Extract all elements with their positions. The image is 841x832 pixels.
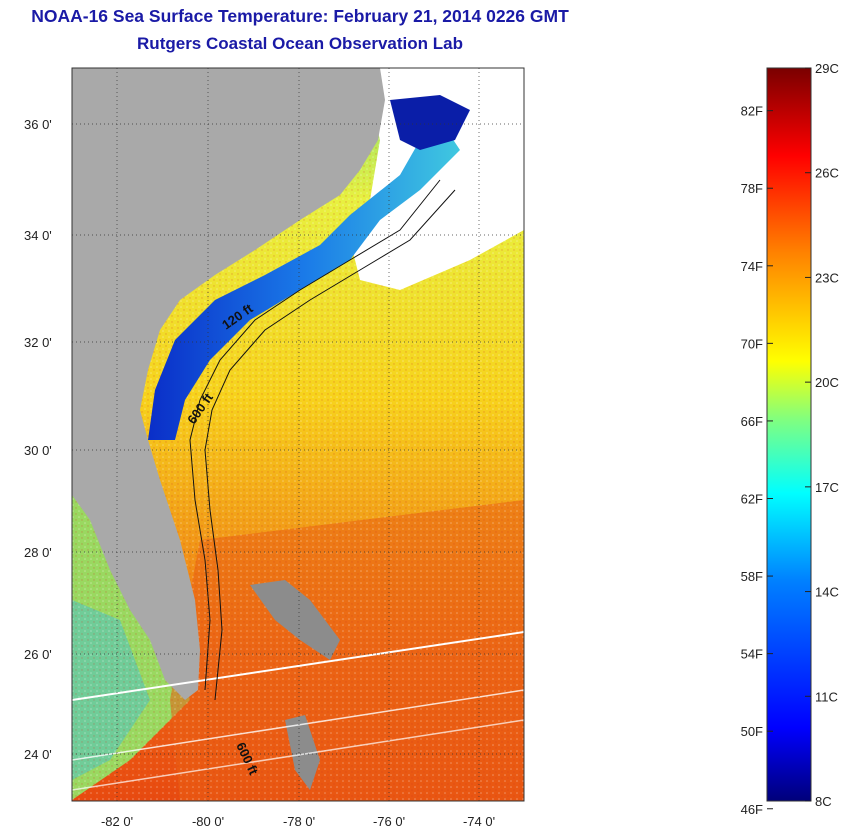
colorbar-fahrenheit-label: 66F [741,414,763,429]
colorbar-fahrenheit-label: 62F [741,491,763,506]
colorbar-fahrenheit-label: 58F [741,569,763,584]
pamlico-sound-cold [390,95,470,150]
isobath-600ft [204,189,456,701]
colorbar-celsius-label: 20C [815,375,839,390]
swath-gap [72,631,524,701]
land-bahamas-north [250,580,340,660]
land-southeast-us [72,68,385,700]
colorbar-fahrenheit-label: 50F [741,724,763,739]
colorbar-celsius-label: 14C [815,585,839,600]
colorbar-celsius-label: 29C [815,61,839,76]
swath-gap [72,719,524,791]
colorbar-fahrenheit-label: 54F [741,647,763,662]
colorbar-celsius-label: 26C [815,166,839,181]
colorbar-fahrenheit-label: 82F [741,104,763,119]
graticule [72,68,524,801]
lat-tick-label: 26 0' [24,647,52,662]
map-subtitle: Rutgers Coastal Ocean Observation Lab [137,34,463,53]
lat-tick-label: 30 0' [24,443,52,458]
map-area[interactable] [72,60,524,801]
colorbar-celsius-label: 11C [815,689,838,704]
cloud-mask [350,68,524,290]
lat-tick-label: 34 0' [24,228,52,243]
swath-gap [72,689,524,761]
colorbar-celsius-label: 23C [815,270,839,285]
colorbar-ticks: 29C 26C 23C 20C 17C 14C 11C 8C 82F 78F 74F 70F 66F 62… [741,61,839,817]
lat-tick-label: 36 0' [24,117,52,132]
lon-tick-label: -78 0' [283,814,315,829]
lon-tick-label: -80 0' [192,814,224,829]
lat-tick-label: 32 0' [24,335,52,350]
cold-coastal-water [148,120,460,440]
lon-tick-label: -74 0' [463,814,495,829]
colorbar-fahrenheit-label: 46F [741,802,763,817]
land-bahamas-andros [285,715,320,790]
lat-tick-label: 28 0' [24,545,52,560]
lon-tick-label: -76 0' [373,814,405,829]
colorbar-celsius-label: 8C [815,794,832,809]
colorbar-celsius-label: 17C [815,480,839,495]
colorbar-fahrenheit-label: 74F [741,259,763,274]
isobath-120ft [189,179,441,691]
colorbar-fahrenheit-label: 78F [741,181,763,196]
colorbar-fahrenheit-label: 70F [741,336,763,351]
lon-tick-label: -82 0' [101,814,133,829]
map-frame [71,67,525,802]
map-title: NOAA-16 Sea Surface Temperature: Februar… [31,6,569,26]
colorbar [766,67,812,802]
lat-tick-label: 24 0' [24,747,52,762]
